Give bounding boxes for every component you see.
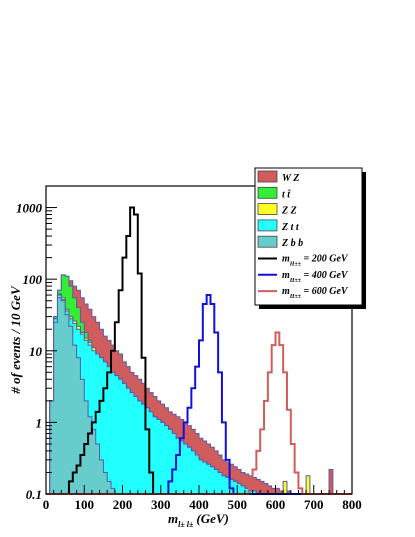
x-tick-label: 500 <box>228 497 248 512</box>
x-axis-label-sub: l± l± <box>178 520 194 529</box>
x-tick-label: 0 <box>43 497 50 512</box>
legend-label-w-z: W Z <box>282 173 299 184</box>
legend-label-400-gev: mH±± = 400 GeV <box>282 270 349 284</box>
legend-swatch-w-z <box>257 170 278 183</box>
x-tick-label: 200 <box>113 497 133 512</box>
x-tick-label: 100 <box>75 497 95 512</box>
axis-ticks: 0 100 200 300 400 500 600 700 800 0.1 1 10 100 1000 <box>16 185 362 512</box>
y-tick-label: 10 <box>29 344 43 359</box>
x-axis-label-main: m <box>168 511 178 526</box>
y-tick-label: 1 <box>36 415 43 430</box>
y-tick-label: 100 <box>23 272 43 287</box>
x-tick-label: 700 <box>304 497 324 512</box>
legend-label-z-z: Z Z <box>281 206 297 217</box>
legend: W Z t t̄ Z Z Z t t Z b b mH±± = 200 GeV mH±± =… <box>254 167 366 309</box>
y-tick-label: 1000 <box>16 201 43 216</box>
legend-label-z-b-b: Z b b <box>281 238 303 249</box>
y-axis-label: # of events / 10 GeV <box>8 285 23 395</box>
legend-swatch-z-t-t <box>257 219 278 232</box>
y-tick-label: 0.1 <box>26 487 42 502</box>
legend-swatch-t-t <box>257 186 278 199</box>
legend-swatch-z-b-b <box>257 235 278 248</box>
legend-label-z-t-t: Z t t <box>281 222 300 233</box>
legend-entries: W Z t t̄ Z Z Z t t Z b b mH±± = 200 GeV mH±± =… <box>257 170 349 300</box>
legend-label-600-gev: mH±± = 600 GeV <box>282 286 349 300</box>
x-tick-label: 600 <box>266 497 286 512</box>
legend-label-200-gev: mH±± = 200 GeV <box>282 254 349 268</box>
x-tick-label: 800 <box>342 497 362 512</box>
x-axis-label: ml± l± (GeV) <box>168 511 229 529</box>
x-axis-label-unit: (GeV) <box>196 511 229 526</box>
legend-swatch-z-z <box>257 203 278 216</box>
x-tick-label: 300 <box>151 497 171 512</box>
legend-label-t-t: t t̄ <box>282 189 292 200</box>
x-tick-label: 400 <box>189 497 209 512</box>
